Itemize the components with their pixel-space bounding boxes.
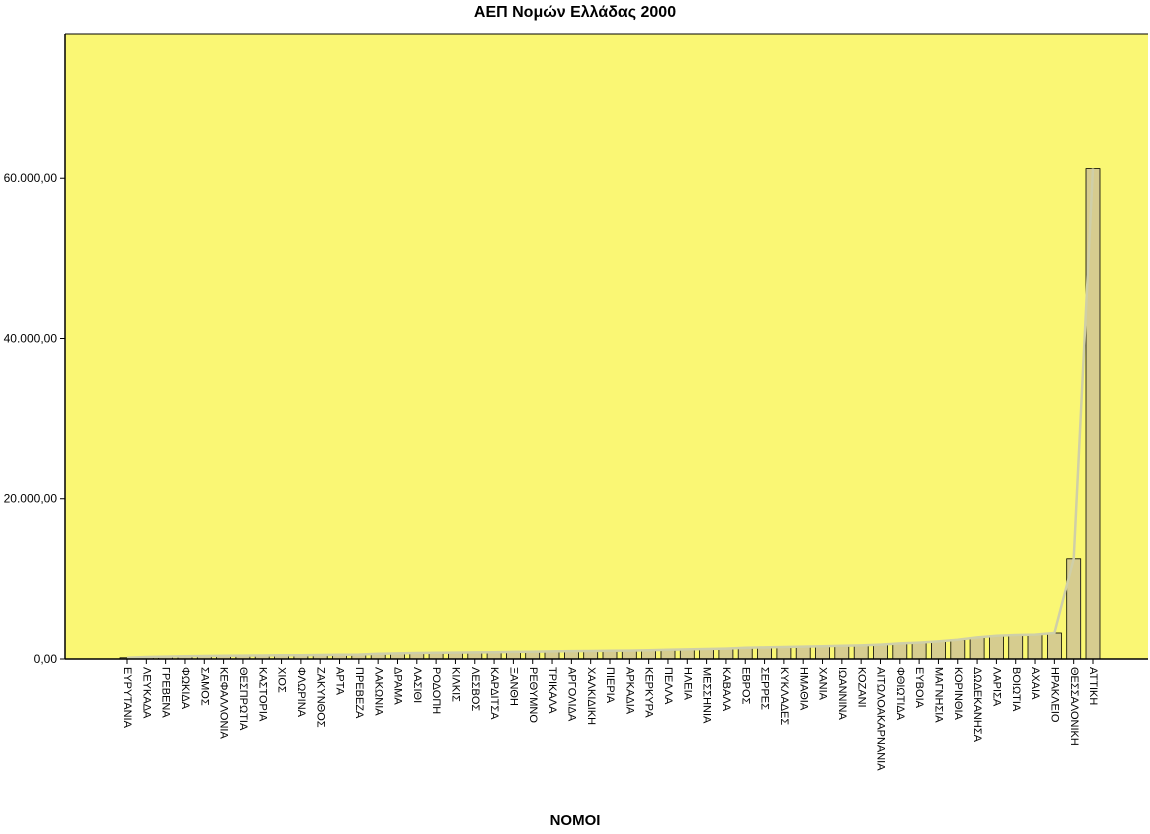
x-tick-label: ΣΕΡΡΕΣ	[759, 667, 771, 710]
x-tick-label: ΠΡΕΒΕΖΑ	[353, 667, 365, 719]
x-tick-label: ΚΟΡΙΝΘΙΑ	[952, 667, 964, 721]
x-tick-label: ΚΕΡΚΥΡΑ	[643, 667, 655, 718]
x-tick-label: ΘΕΣΣΑΛΟΝΙΚΗ	[1068, 667, 1080, 746]
axes-group	[64, 33, 1148, 660]
bar-ΚΟΖΑΝΙ	[853, 645, 869, 660]
x-tick-label: ΜΑΓΝΗΣΙΑ	[932, 667, 944, 723]
bar-ΒΟΙΩΤΙΑ	[1008, 634, 1024, 660]
x-tick-label: ΚΥΚΛΑΔΕΣ	[778, 667, 790, 725]
bar-ΛΑΡΙΣΑ	[989, 635, 1004, 660]
x-tick-label: ΚΟΖΑΝΙ	[855, 667, 867, 708]
x-tick-label: ΚΑΒΑΛΑ	[720, 667, 732, 712]
x-tick-label: ΕΥΒΟΙΑ	[913, 667, 925, 709]
bar-ΜΕΣΣΗΝΙΑ	[699, 648, 714, 660]
x-tick-label: ΚΑΣΤΟΡΙΑ	[256, 667, 268, 722]
bar-ΧΑΝΙΑ	[815, 645, 830, 660]
bar-ΑΧΑΙΑ	[1027, 634, 1043, 660]
bar-ΙΩΑΝΝΙΝΑ	[834, 645, 850, 660]
bar-ΠΕΛΛΑ	[660, 649, 676, 660]
x-tick-label: ΧΑΝΙΑ	[817, 667, 829, 701]
x-tick-label: ΠΕΛΛΑ	[662, 667, 674, 705]
x-tick-label: ΡΕΘΥΜΝΟ	[527, 667, 539, 723]
x-ticks-group: ΕΥΡΥΤΑΝΙΑ ΛΕΥΚΑΔΑ ΓΡΕΒΕΝΑ ΦΩΚΙΔΑ ΣΑΜΟΣ ΚΕΦΑΛΛ…	[121, 659, 1099, 771]
bar-ΗΡΑΚΛΕΙΟ	[1047, 632, 1062, 660]
bar-ΚΑΒΑΛΑ	[718, 648, 734, 660]
chart-title: ΑΕΠ Νομών Ελλάδας 2000	[473, 4, 677, 21]
bar-ΑΤΤΙΚΗ	[1085, 168, 1101, 660]
x-tick-label: ΦΛΩΡΙΝΑ	[295, 667, 307, 718]
x-tick-label: ΛΑΡΙΣΑ	[990, 667, 1002, 707]
bar-ΚΥΚΛΑΔΕΣ	[776, 646, 792, 660]
x-tick-label: ΦΩΚΙΔΑ	[179, 667, 191, 710]
y-ticks-group: 0,00 20.000,00 40.000,00 60.000,00	[4, 171, 65, 666]
x-axis-label: ΝΟΜΟΙ	[549, 812, 601, 829]
x-tick-label: ΑΡΚΑΔΙΑ	[623, 667, 635, 715]
x-tick-label: ΑΧΑΙΑ	[1029, 667, 1041, 700]
x-tick-label: ΛΕΥΚΑΔΑ	[140, 667, 152, 719]
x-tick-label: ΑΙΤΩΛΟΑΚΑΡΝΑΝΙΑ	[875, 667, 887, 771]
bar-ΗΜΑΘΙΑ	[795, 646, 811, 660]
y-tick-label: 60.000,00	[4, 171, 58, 185]
x-tick-label: ΗΛΕΙΑ	[681, 667, 693, 701]
bar-ΦΘΙΩΤΙΔΑ	[892, 643, 908, 660]
x-tick-label: ΓΡΕΒΕΝΑ	[160, 667, 172, 718]
bar-ΕΥΒΟΙΑ	[911, 642, 927, 660]
y-tick-label: 20.000,00	[4, 492, 58, 506]
x-tick-label: ΔΡΑΜΑ	[392, 667, 404, 705]
x-tick-label: ΙΩΑΝΝΙΝΑ	[836, 667, 848, 721]
y-tick-label: 40.000,00	[4, 331, 58, 345]
trend-line	[126, 168, 1095, 660]
bar-ΣΕΡΡΕΣ	[757, 647, 772, 660]
bar-ΜΑΓΝΗΣΙΑ	[931, 641, 946, 660]
x-tick-label: ΠΙΕΡΙΑ	[604, 667, 616, 704]
x-tick-label: ΜΕΣΣΗΝΙΑ	[701, 667, 713, 724]
x-tick-label: ΦΘΙΩΤΙΔΑ	[894, 667, 906, 721]
x-tick-label: ΕΒΡΟΣ	[739, 667, 751, 705]
x-tick-label: ΧΙΟΣ	[276, 667, 288, 693]
x-tick-label: ΘΕΣΠΡΩΤΙΑ	[237, 667, 249, 731]
x-tick-label: ΤΡΙΚΑΛΑ	[546, 667, 558, 714]
x-tick-label: ΞΑΝΘΗ	[507, 667, 519, 706]
x-tick-label: ΧΑΛΚΙΔΙΚΗ	[585, 667, 597, 725]
bar-ΕΒΡΟΣ	[737, 647, 753, 660]
x-tick-label: ΖΑΚΥΝΘΟΣ	[314, 667, 326, 728]
x-tick-label: ΑΤΤΙΚΗ	[1087, 667, 1099, 705]
x-tick-label: ΚΙΛΚΙΣ	[449, 667, 461, 702]
x-tick-label: ΕΥΡΥΤΑΝΙΑ	[121, 667, 133, 729]
x-tick-label: ΚΕΦΑΛΛΟΝΙΑ	[218, 667, 230, 739]
x-tick-label: ΒΟΙΩΤΙΑ	[1010, 667, 1022, 712]
x-tick-label: ΛΕΣΒΟΣ	[469, 667, 481, 711]
x-tick-label: ΔΩΔΕΚΑΝΗΣΑ	[971, 667, 983, 743]
x-tick-label: ΑΡΓΟΛΙΔΑ	[565, 667, 577, 722]
bar-ΗΛΕΙΑ	[679, 649, 695, 660]
x-tick-label: ΛΑΣΙΘΙ	[411, 667, 423, 703]
x-tick-label: ΑΡΤΑ	[334, 667, 346, 696]
x-tick-label: ΗΜΑΘΙΑ	[797, 667, 809, 711]
x-tick-label: ΡΟΔΟΠΗ	[430, 667, 442, 714]
y-tick-label: 0,00	[34, 652, 58, 666]
x-tick-label: ΛΑΚΩΝΙΑ	[372, 667, 384, 716]
x-tick-label: ΚΑΡΔΙΤΣΑ	[488, 667, 500, 720]
bar-ΚΟΡΙΝΘΙΑ	[950, 639, 966, 660]
x-tick-label: ΣΑΜΟΣ	[198, 667, 210, 706]
bar-ΑΙΤΩΛΟΑΚΑΡΝΑΝΙΑ	[873, 644, 888, 660]
plot-area	[65, 34, 1148, 659]
bar-ΔΩΔΕΚΑΝΗΣΑ	[969, 637, 985, 660]
x-tick-label: ΗΡΑΚΛΕΙΟ	[1048, 667, 1060, 723]
